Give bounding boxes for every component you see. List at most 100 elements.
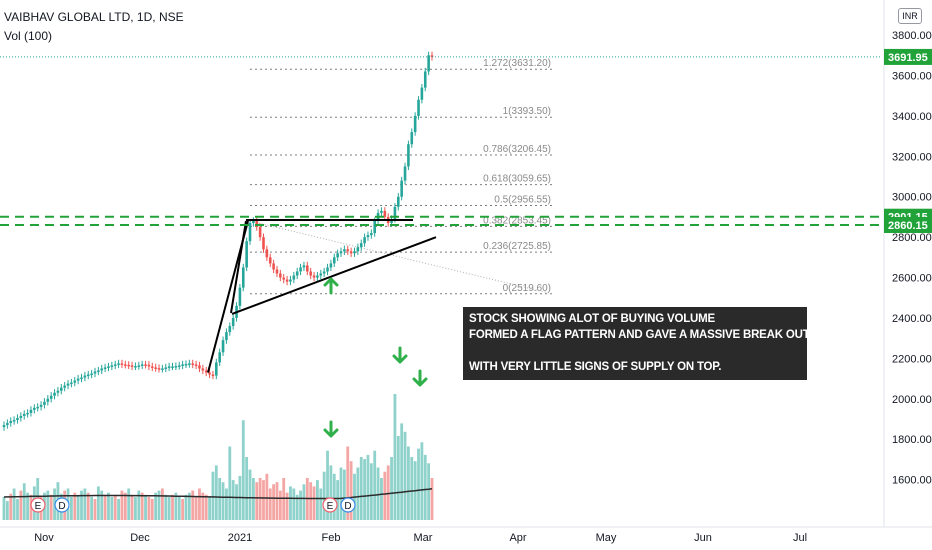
candle-body [113, 364, 117, 366]
annotation-arrows [323, 277, 428, 438]
price-tick-label: 2600.00 [892, 273, 932, 285]
candle-body [43, 401, 46, 405]
annotation-line: STOCK SHOWING ALOT OF BUYING VOLUME [469, 313, 716, 325]
fib-label: 0.786(3206.45) [483, 144, 551, 155]
fibonacci-levels: 1.272(3631.20) 1(3393.50) 0.786(3206.45) 0.… [249, 58, 553, 295]
candle-body [353, 251, 356, 254]
candle-body [53, 392, 56, 396]
price-tick-label: 3400.00 [892, 111, 932, 123]
candle-body [231, 317, 235, 327]
volume-bar [150, 499, 154, 520]
candle-body [16, 417, 19, 420]
candle-body [302, 265, 306, 268]
fib-label: 0.618(3059.65) [483, 174, 551, 185]
candle-body [241, 267, 245, 288]
event-marker-circle [340, 497, 356, 513]
candle-body [275, 269, 279, 274]
volume-bar [123, 492, 127, 520]
candle-body [349, 251, 353, 254]
candle-body [332, 257, 336, 264]
candle-body [198, 365, 201, 369]
candle-body [423, 71, 427, 88]
candle-body [268, 257, 272, 264]
volume-bar [272, 484, 276, 520]
candle-body [93, 371, 97, 374]
volume-bar [103, 494, 107, 520]
volume-bar [187, 492, 191, 520]
volume-bar [96, 486, 100, 520]
volume-bar [420, 442, 424, 520]
time-tick-label: Apr [509, 532, 526, 544]
candle-body [164, 367, 168, 369]
volume-bar [22, 483, 26, 520]
candle-body [97, 370, 100, 372]
volume-bar [100, 490, 104, 520]
volume-bar [160, 488, 164, 520]
volume-bar [430, 478, 434, 520]
annotation-line: FORMED A FLAG PATTERN AND GAVE A MASSIVE… [469, 329, 812, 341]
volume-bar [221, 482, 225, 520]
volume-bar [275, 482, 279, 520]
last-price-tag: 3691.95 [888, 52, 928, 64]
candle-body [420, 87, 424, 100]
candle-body [322, 271, 326, 274]
volume-bar [2, 496, 6, 520]
candle-body [184, 364, 188, 366]
volume-label[interactable]: Vol (100) [4, 29, 53, 43]
volume-bar [262, 480, 265, 520]
candle-body [144, 364, 147, 366]
arrow-up-icon [323, 277, 339, 295]
candle-body [312, 275, 316, 278]
time-tick-label: May [596, 532, 617, 544]
volume-bar [369, 463, 373, 520]
volume-bar [393, 394, 397, 520]
volume-bar [174, 492, 178, 520]
volume-bar [235, 484, 238, 520]
dividend-marker: D [344, 501, 351, 512]
candlesticks [2, 51, 434, 431]
volume-bar [410, 457, 414, 520]
volume-bar [299, 490, 302, 520]
volume-bar [80, 490, 83, 520]
volume-bar [356, 467, 360, 520]
candle-body [211, 374, 215, 377]
candle-body [177, 365, 181, 367]
volume-bar [19, 490, 23, 520]
volume-bar [154, 492, 158, 520]
volume-bar [312, 486, 316, 520]
candle-body [174, 366, 178, 368]
candle-body [208, 372, 211, 375]
candle-body [6, 423, 9, 426]
price-tick-label: 3600.00 [892, 71, 932, 83]
volume-bar [258, 478, 262, 520]
fib-label: 1(3393.50) [503, 106, 551, 117]
candle-body [373, 220, 377, 234]
fib-label: 0.236(2725.85) [483, 241, 551, 252]
fib-label: 0.382(2853.45) [483, 215, 551, 226]
time-tick-label: Dec [130, 532, 150, 544]
candle-body [336, 253, 339, 258]
candle-body [319, 273, 323, 276]
volume-bar [117, 499, 120, 520]
volume-bar [285, 492, 289, 520]
candle-body [63, 385, 66, 388]
volume-bar [346, 446, 350, 520]
time-tick-label: Mar [414, 532, 433, 544]
volume-bar [5, 501, 9, 520]
candle-body [430, 55, 434, 57]
candle-body [130, 365, 134, 367]
annotation-line: WITH VERY LITTLE SIGNS OF SUPPLY ON TOP. [469, 361, 722, 373]
volume-bar [245, 457, 249, 520]
candle-body [39, 404, 43, 407]
candle-body [204, 370, 208, 373]
candle-body [19, 415, 23, 418]
candle-body [400, 180, 403, 197]
volume-bar [26, 492, 29, 520]
candle-body [100, 368, 104, 371]
candle-body [9, 421, 13, 424]
candle-body [225, 332, 228, 341]
candle-body [56, 390, 60, 393]
volume-bar [204, 494, 208, 520]
currency-badge[interactable]: INR [898, 8, 922, 24]
